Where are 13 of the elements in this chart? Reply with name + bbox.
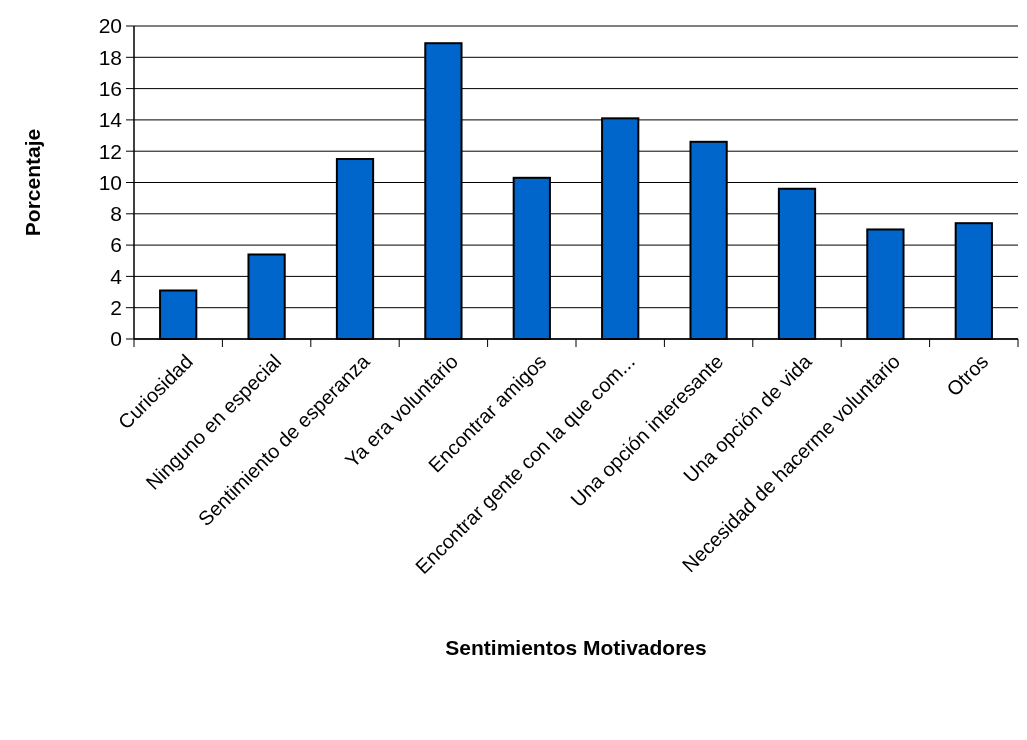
y-tick-label: 16 xyxy=(98,76,122,100)
y-tick-label: 18 xyxy=(98,45,122,69)
y-tick-label: 4 xyxy=(110,264,123,288)
x-axis-title: Sentimientos Motivadores xyxy=(445,636,707,659)
y-tick-label: 20 xyxy=(98,14,122,38)
y-tick-label: 12 xyxy=(98,139,122,163)
y-tick-label: 2 xyxy=(110,296,122,320)
y-tick-label: 6 xyxy=(110,233,122,257)
y-tick-label: 10 xyxy=(98,170,122,194)
y-axis-title: Porcentaje xyxy=(21,128,44,237)
y-tick-label: 14 xyxy=(98,108,123,132)
y-tick-label: 8 xyxy=(110,202,122,226)
y-tick-label: 0 xyxy=(110,327,122,351)
